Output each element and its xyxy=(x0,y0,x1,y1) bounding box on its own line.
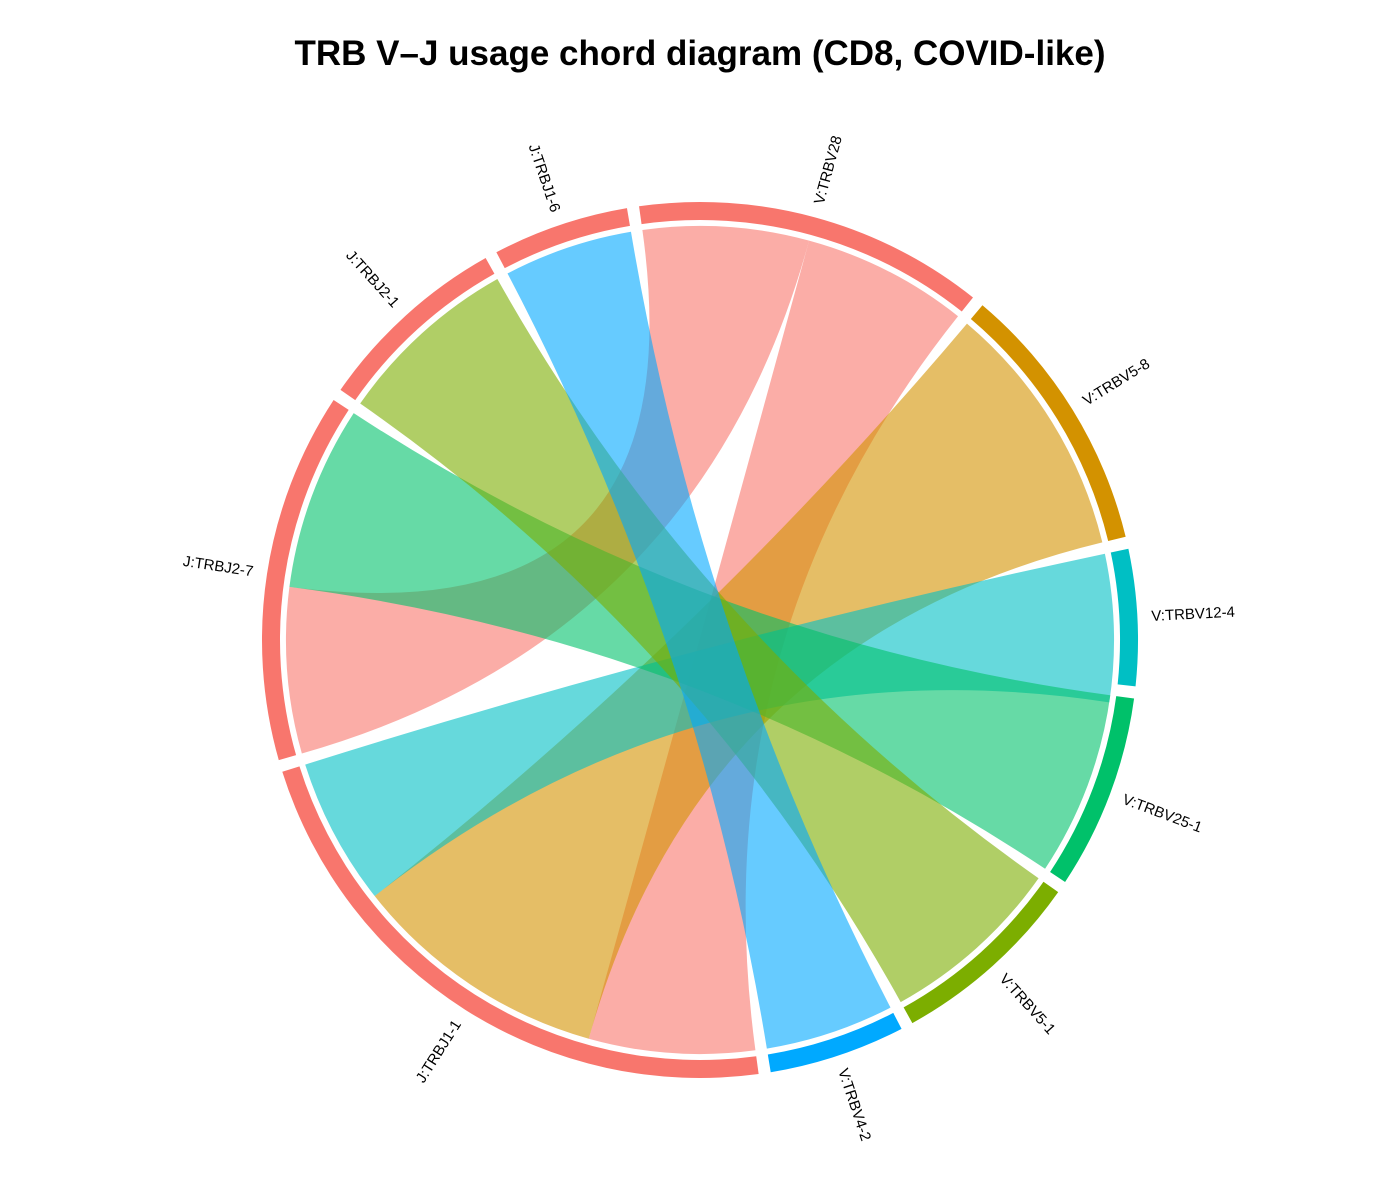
sector-label-v-trbv12-4: V:TRBV12-4 xyxy=(1151,604,1235,625)
chord-link-v-trbv12-4-to-j-trbj1-1 xyxy=(305,553,1114,897)
sector-arc-v-trbv28 xyxy=(639,201,973,312)
sector-arc-j-trbj2-1 xyxy=(340,258,495,401)
sector-arc-j-trbj1-1 xyxy=(282,766,759,1079)
sector-label-j-trbj1-1: J:TRBJ1-1 xyxy=(413,1017,465,1086)
sector-arc-v-trbv5-1 xyxy=(903,881,1059,1024)
sector-label-v-trbv28: V:TRBV28 xyxy=(811,134,846,206)
sector-arc-v-trbv12-4 xyxy=(1110,548,1138,687)
sector-arc-v-trbv4-2 xyxy=(767,1012,902,1073)
chord-link-v-trbv4-2-to-j-trbj1-6 xyxy=(507,231,891,1049)
sector-arc-v-trbv25-1 xyxy=(1050,696,1135,882)
links-layer xyxy=(286,226,1114,1054)
sector-label-j-trbj1-6: J:TRBJ1-6 xyxy=(525,142,564,215)
chart-title: TRB V–J usage chord diagram (CD8, COVID-… xyxy=(294,34,1106,73)
sector-label-v-trbv4-2: V:TRBV4-2 xyxy=(834,1066,874,1143)
chord-link-v-trbv28-to-j-trbj2-7 xyxy=(286,226,810,754)
sector-label-v-trbv5-8: V:TRBV5-8 xyxy=(1080,355,1153,409)
sector-label-v-trbv5-1: V:TRBV5-1 xyxy=(996,971,1059,1038)
sector-label-v-trbv25-1: V:TRBV25-1 xyxy=(1120,791,1204,836)
sector-arc-j-trbj2-7 xyxy=(261,399,349,761)
sector-arc-v-trbv5-8 xyxy=(970,305,1126,541)
sectors-layer xyxy=(261,201,1138,1079)
sector-label-j-trbj2-1: J:TRBJ2-1 xyxy=(342,247,402,311)
sector-arc-j-trbj1-6 xyxy=(496,208,630,269)
sector-label-j-trbj2-7: J:TRBJ2-7 xyxy=(182,553,255,580)
